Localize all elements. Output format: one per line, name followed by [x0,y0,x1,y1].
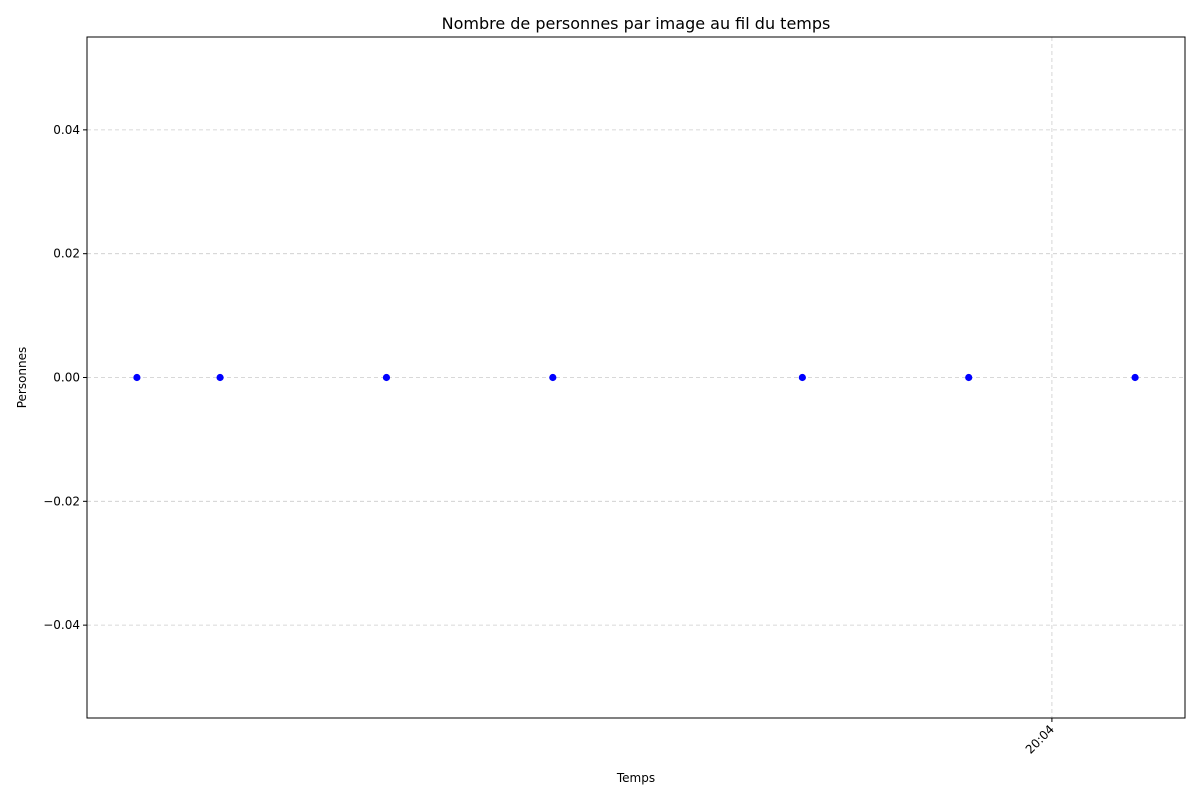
x-tick-label: 20:04 [1023,722,1057,756]
data-point [1131,373,1139,382]
data-points [133,373,1139,382]
x-axis-label: Temps [616,771,655,785]
data-point [133,373,141,382]
data-point [549,373,557,382]
y-tick-label: 0.00 [53,371,80,385]
y-tick-label: 0.02 [53,247,80,261]
data-point [965,373,973,382]
y-tick-label: 0.04 [53,123,80,137]
chart-title: Nombre de personnes par image au fil du … [442,14,831,33]
y-axis-label: Personnes [15,347,29,409]
data-point [798,373,806,382]
y-tick-label: −0.04 [43,618,80,632]
grid-layer [87,37,1185,718]
data-point [382,373,391,382]
data-point [216,373,224,382]
tick-layer: 0.04 0.02 0.00 −0.02 −0.04 20:04 [43,123,1057,757]
y-tick-label: −0.02 [43,494,80,508]
